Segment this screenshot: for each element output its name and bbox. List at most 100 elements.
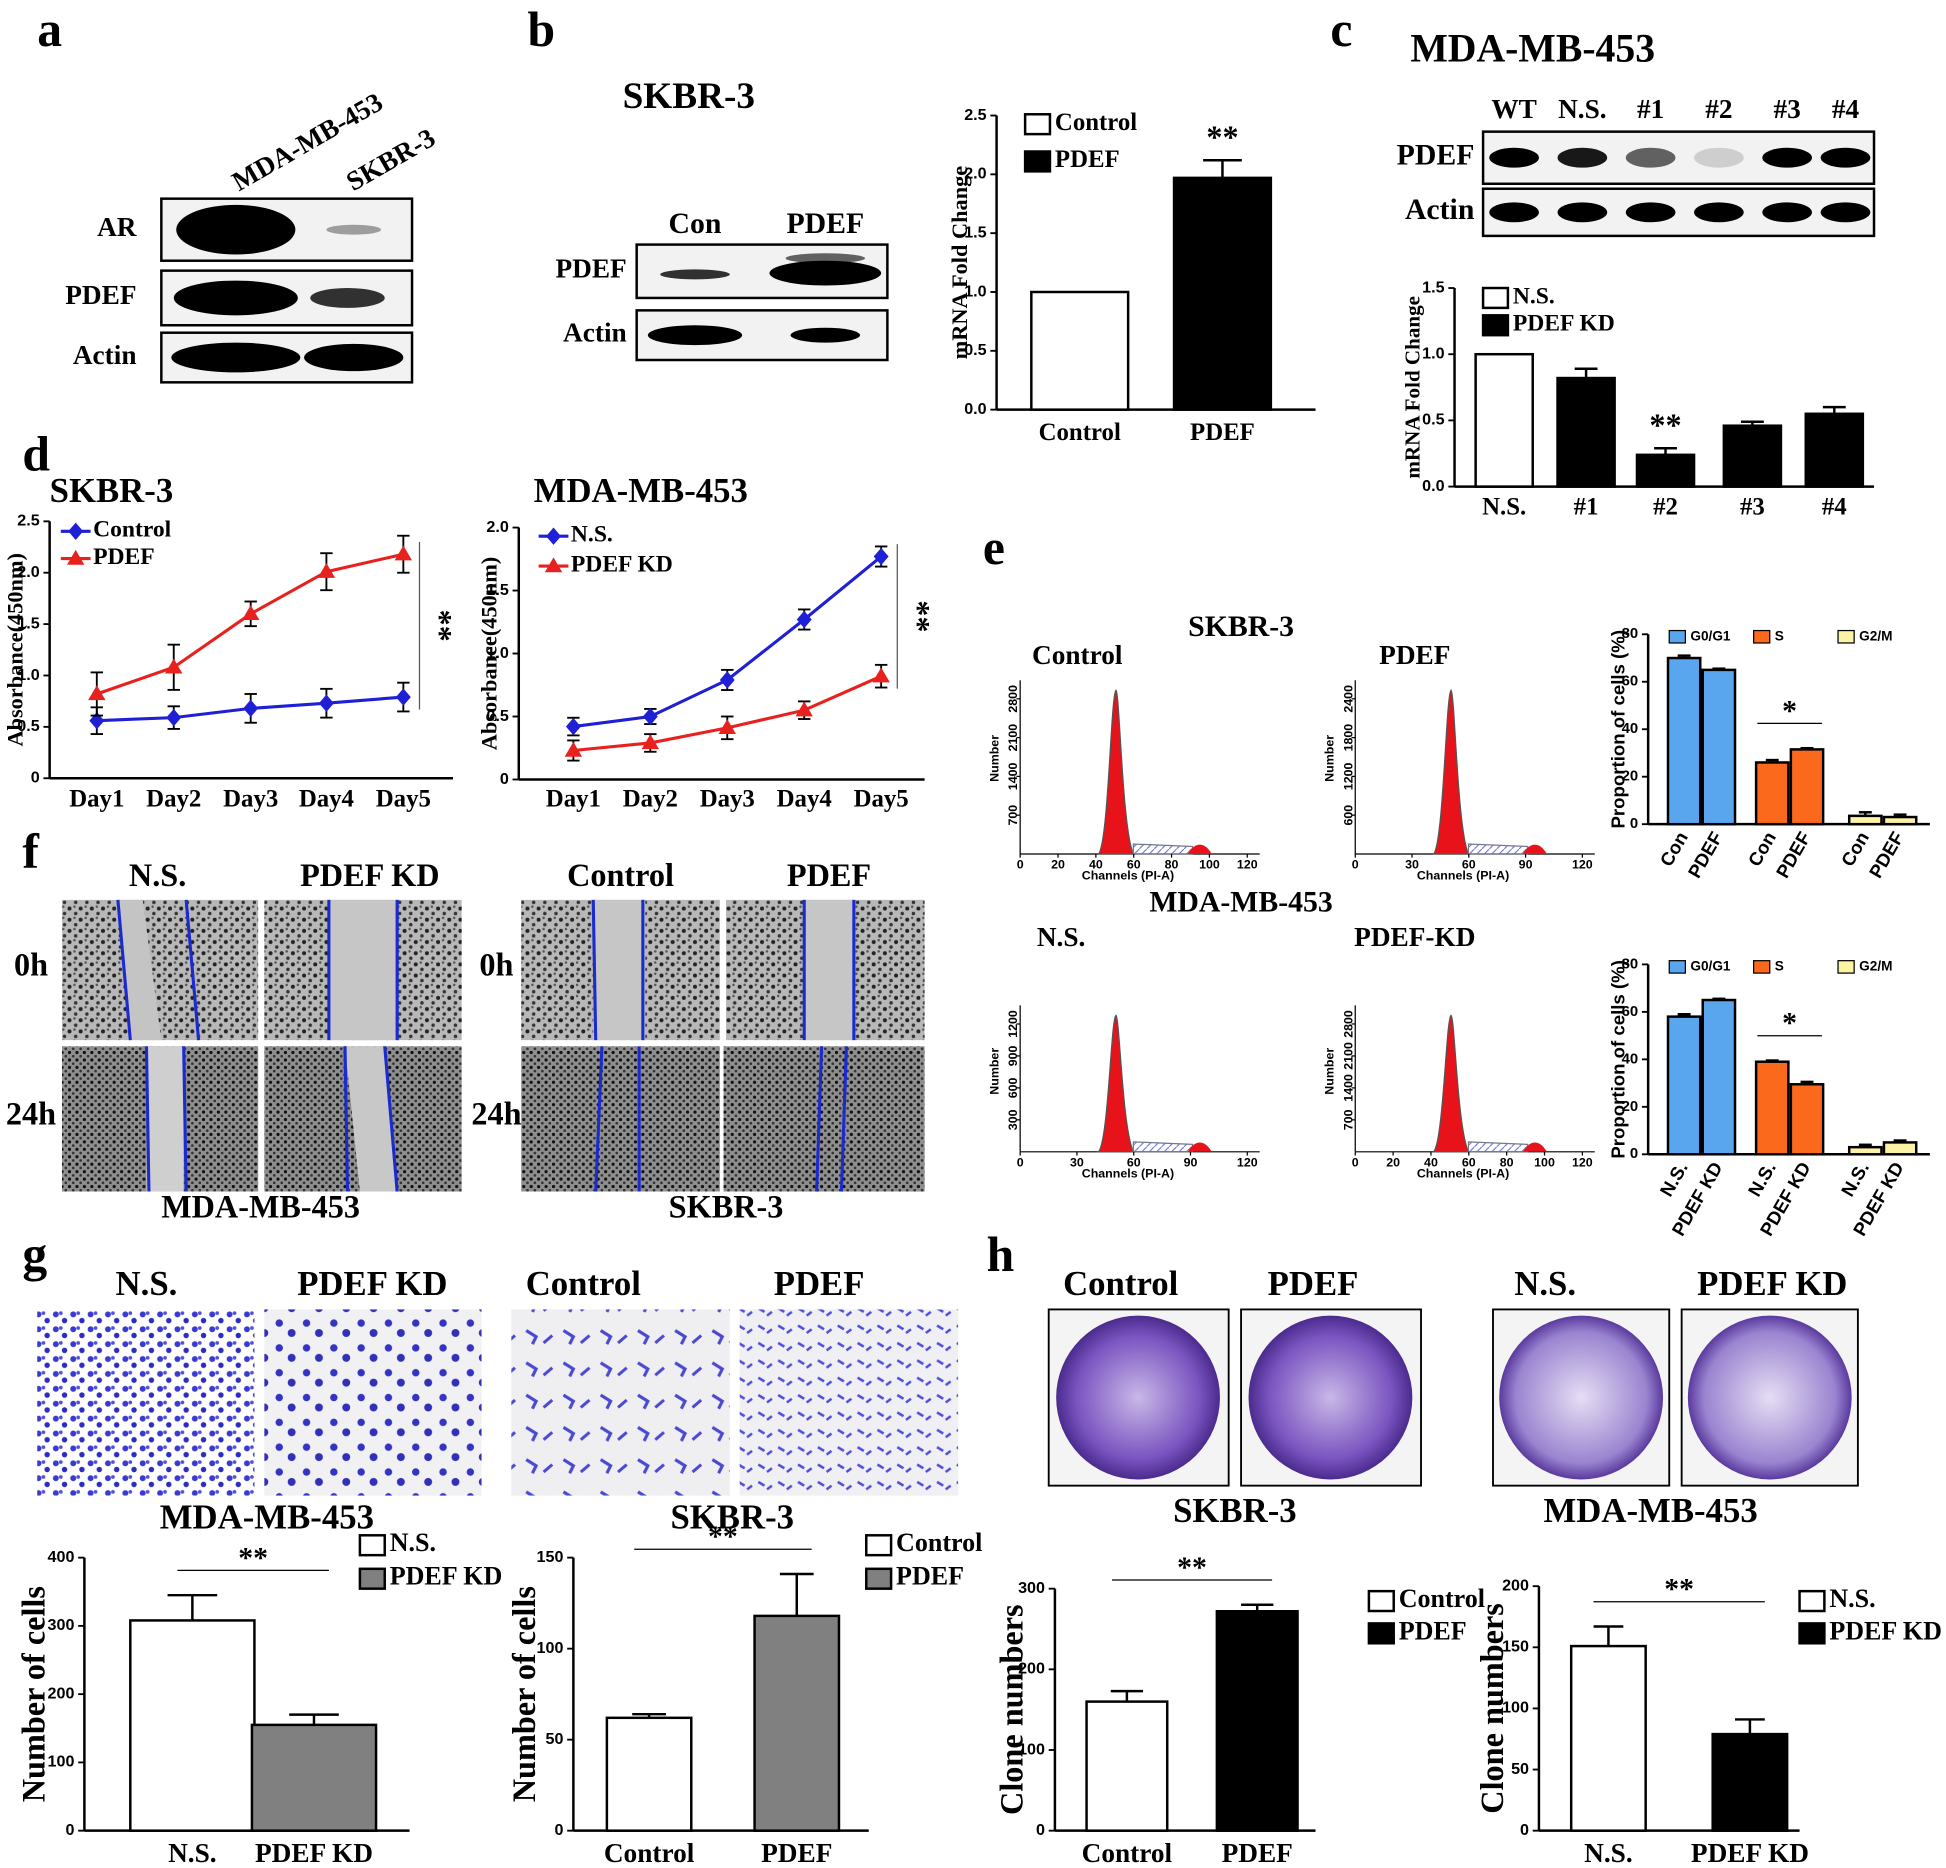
legend-label: S xyxy=(1775,958,1784,973)
bar xyxy=(1789,1083,1825,1156)
histogram-title: N.S. xyxy=(1037,922,1086,952)
x-tick-label: 20 xyxy=(1386,1155,1400,1169)
bar xyxy=(129,1619,256,1832)
legend-swatch xyxy=(1481,314,1510,337)
band xyxy=(1820,147,1871,168)
condition-label: PDEF KD xyxy=(300,857,439,893)
marker xyxy=(395,688,411,706)
x-tick-label: Con xyxy=(1837,828,1873,870)
y-tick-label: 40 xyxy=(1622,1051,1639,1067)
x-tick-label: N.S. xyxy=(168,1838,217,1868)
y-tick-label: 0.0 xyxy=(1422,477,1444,495)
condition-label: N.S. xyxy=(1514,1264,1576,1303)
y-axis-label: mRNA Fold Change xyxy=(1401,296,1425,479)
y-tick-label: 1.5 xyxy=(486,581,508,599)
marker xyxy=(564,741,583,757)
y-tick-label: 1200 xyxy=(1341,762,1355,790)
lane-label: Con xyxy=(669,207,722,240)
legend-label: PDEF xyxy=(93,544,155,570)
significance-label: ** xyxy=(900,600,936,632)
y-axis-label: Proportion of cells (%) xyxy=(1608,960,1629,1159)
x-tick-label: 20 xyxy=(1051,857,1065,871)
band xyxy=(1489,147,1539,168)
bar xyxy=(1847,814,1883,826)
g2-peak xyxy=(1522,1142,1547,1152)
legend-label: N.S. xyxy=(390,1528,436,1557)
marker xyxy=(88,685,106,701)
y-tick-label: 0 xyxy=(1630,1146,1638,1162)
legend-marker xyxy=(546,527,561,545)
x-tick-label: 90 xyxy=(1519,857,1533,871)
legend-swatch xyxy=(358,1567,386,1590)
x-tick-label: Day1 xyxy=(69,785,124,812)
legend-label: PDEF KD xyxy=(1513,311,1615,337)
panel-label: e xyxy=(983,520,1005,575)
condition-label: PDEF KD xyxy=(1697,1264,1847,1303)
bar xyxy=(1172,176,1273,411)
y-tick-label: 900 xyxy=(1006,1045,1020,1066)
panel-label: g xyxy=(22,1227,47,1282)
legend-label: N.S. xyxy=(571,522,613,548)
bar xyxy=(1882,815,1918,826)
legend-swatch xyxy=(1753,960,1771,974)
legend-label: G0/G1 xyxy=(1690,628,1731,643)
panel-label: c xyxy=(1330,2,1352,57)
y-tick-label: 1.5 xyxy=(17,614,39,632)
y-tick-label: 0 xyxy=(1036,1821,1045,1839)
row-label: PDEF xyxy=(555,254,626,284)
transwell-images xyxy=(37,1309,959,1496)
x-tick-label: PDEF xyxy=(1190,419,1255,446)
y-tick-label: 2.0 xyxy=(486,518,508,536)
g1-peak xyxy=(1097,689,1135,855)
lane-label: #4 xyxy=(1832,94,1860,124)
legend-label: Control xyxy=(1399,1584,1485,1613)
x-tick-label: PDEF xyxy=(761,1838,832,1868)
x-tick-label: 60 xyxy=(1127,1155,1141,1169)
row-label: AR xyxy=(97,212,137,242)
condition-label: PDEF KD xyxy=(297,1264,447,1303)
y-tick-label: 2800 xyxy=(1341,1010,1355,1038)
y-tick-label: 700 xyxy=(1341,1109,1355,1130)
x-tick-label: 100 xyxy=(1199,857,1220,871)
condition-label: N.S. xyxy=(116,1264,178,1303)
x-axis-label: Channels (PI-A) xyxy=(1417,869,1509,883)
x-tick-label: PDEF KD xyxy=(255,1838,373,1868)
legend-label: PDEF KD xyxy=(1829,1616,1942,1645)
legend-swatch xyxy=(1798,1622,1826,1645)
x-tick-label: 30 xyxy=(1405,857,1419,871)
y-tick-label: 20 xyxy=(1622,1099,1639,1115)
y-axis-label: Absorbance(450nm) xyxy=(3,553,28,747)
marker xyxy=(318,694,334,712)
significance-label: * xyxy=(1782,694,1797,727)
band xyxy=(660,269,730,280)
bar xyxy=(1882,1141,1918,1156)
y-tick-label: 2800 xyxy=(1006,685,1020,713)
legend-swatch xyxy=(1837,629,1855,644)
y-tick-label: 1.0 xyxy=(17,666,39,684)
x-tick-label: Day5 xyxy=(854,785,909,812)
band xyxy=(1625,147,1676,168)
bar xyxy=(1722,424,1783,488)
y-axis-label: Clone numbers xyxy=(994,1604,1030,1815)
lane-label: #1 xyxy=(1637,94,1664,124)
x-tick-label: N.S. xyxy=(1837,1158,1873,1200)
x-tick-label: PDEF KD xyxy=(1691,1838,1809,1868)
legend-swatch xyxy=(1798,1589,1826,1613)
legend-swatch xyxy=(1481,286,1510,310)
y-tick-label: 100 xyxy=(1502,1699,1529,1717)
histogram-title: PDEF-KD xyxy=(1354,922,1475,952)
x-tick-label: Day3 xyxy=(223,785,278,812)
legend-label: G0/G1 xyxy=(1690,958,1731,973)
row-label: Actin xyxy=(563,317,627,347)
x-tick-label: #2 xyxy=(1653,494,1678,521)
bar xyxy=(1754,761,1790,826)
g2-peak xyxy=(1522,844,1547,854)
panel-label: a xyxy=(37,2,62,57)
y-tick-label: 2.5 xyxy=(17,512,39,530)
g2-peak xyxy=(1187,844,1212,854)
x-tick-label: N.S. xyxy=(1482,494,1526,521)
x-axis-label: Channels (PI-A) xyxy=(1082,869,1174,883)
band xyxy=(1625,202,1676,223)
g2-peak xyxy=(1187,1142,1212,1152)
bar xyxy=(1030,290,1130,411)
